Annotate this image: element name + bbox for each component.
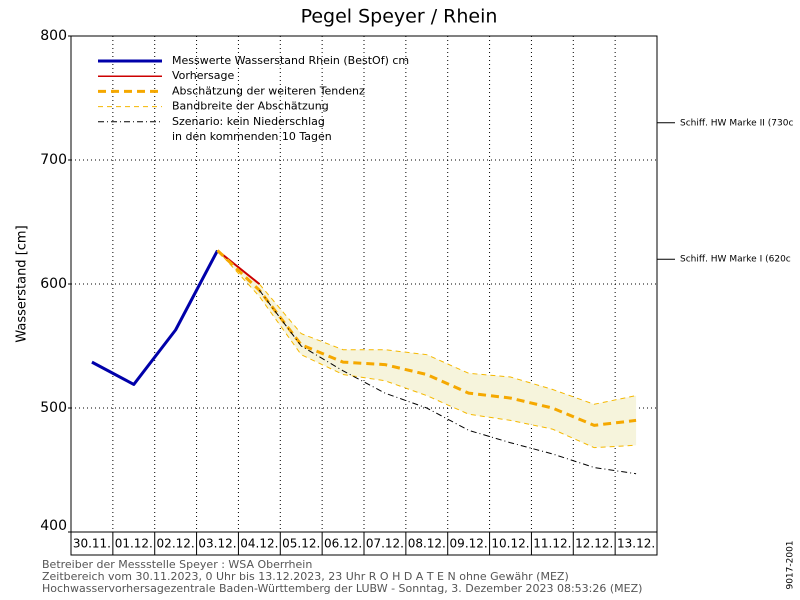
x-tick-label: 07.12. [366,537,404,551]
y-tick-label: 700 [40,152,67,168]
x-tick-label: 05.12. [282,537,320,551]
legend-note: in den kommenden 10 Tagen [172,130,332,143]
y-axis-label: Wasserstand [cm] [15,225,30,342]
x-tick-label: 09.12. [450,537,488,551]
x-tick-label: 08.12. [408,537,446,551]
y-tick-label: 500 [40,400,67,416]
x-tick-label: 02.12. [157,537,195,551]
legend-label: Bandbreite der Abschätzung [172,100,329,113]
band-line [217,250,637,405]
legend-label: Szenario: kein Niederschlag [172,115,325,128]
series-line [91,249,219,386]
reference-label: Schiff. HW Marke II (730c [680,118,793,128]
legend-label: Vorhersage [172,69,234,82]
code: 9017-2001 [786,540,796,589]
legend-label: Messwerte Wasserstand Rhein (BestOf) cm [172,54,409,67]
x-tick-label: 11.12. [533,537,571,551]
footer-line: Zeitbereich vom 30.11.2023, 0 Uhr bis 13… [42,570,569,583]
chart-title: Pegel Speyer / Rhein [301,6,498,28]
x-tick-label: 06.12. [324,537,362,551]
reference-label: Schiff. HW Marke I (620c [680,255,791,265]
footer-line: Betreiber der Messstelle Speyer : WSA Ob… [42,558,312,571]
legend-label: Abschätzung der weiteren Tendenz [172,84,365,97]
y-tick-label: 600 [40,276,67,292]
x-tick-label: 30.11. [73,537,111,551]
y-tick-label: 400 [40,518,67,534]
footer-line: Hochwasservorhersagezentrale Baden-Württ… [42,582,642,595]
x-tick-label: 12.12. [575,537,613,551]
x-tick-label: 13.12. [617,537,655,551]
x-tick-label: 04.12. [240,537,278,551]
band-line [217,250,637,449]
x-tick-label: 03.12. [198,537,236,551]
series-line [258,289,637,475]
band-fill [217,250,637,448]
x-tick-label: 10.12. [491,537,529,551]
y-tick-label: 800 [40,28,67,44]
x-tick-label: 01.12. [115,537,153,551]
series-line [216,249,260,285]
